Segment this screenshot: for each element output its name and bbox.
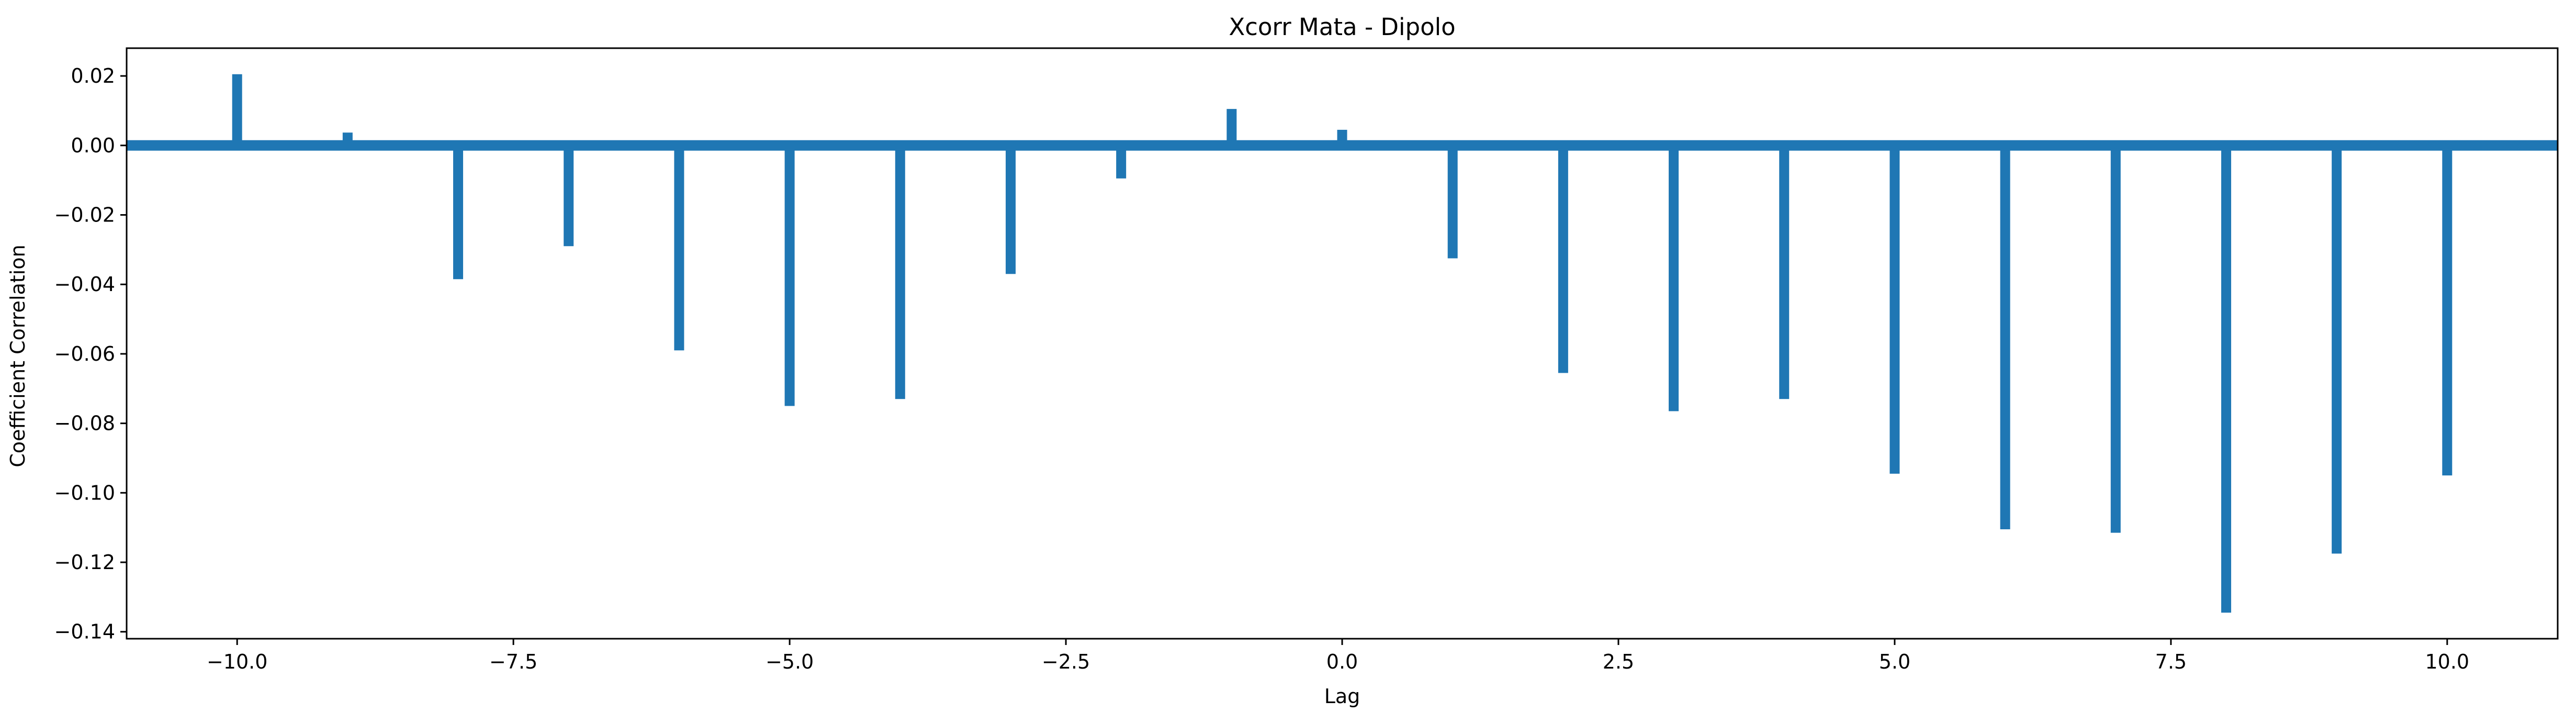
bar-lag--5 xyxy=(784,145,795,406)
bar-lag--8 xyxy=(453,145,464,280)
y-tick-label: −0.10 xyxy=(54,481,115,504)
bar-lag--6 xyxy=(674,145,684,351)
x-tick-label: −10.0 xyxy=(207,650,267,673)
bar-lag--1 xyxy=(1227,109,1237,146)
bar-lag-2 xyxy=(1558,145,1568,373)
bar-lag--2 xyxy=(1116,145,1127,179)
y-axis-label: Coefficient Correlation xyxy=(6,244,29,467)
y-tick-label: 0.02 xyxy=(71,64,115,87)
y-axis: 0.02 0.00 −0.02 −0.04 −0.06 −0.08 −0.10 −0.12 −0… xyxy=(54,64,127,643)
x-tick-label: 7.5 xyxy=(2155,650,2187,673)
bar-lag-8 xyxy=(2221,145,2231,613)
y-tick-label: −0.12 xyxy=(54,551,115,574)
bar-lag-4 xyxy=(1779,145,1790,399)
x-tick-label: 5.0 xyxy=(1879,650,1910,673)
bar-lag--10 xyxy=(232,74,242,146)
x-tick-label: 10.0 xyxy=(2425,650,2470,673)
bar-lag--4 xyxy=(895,145,905,399)
chart-marks xyxy=(127,74,2558,613)
bar-lag-9 xyxy=(2332,145,2342,554)
y-tick-label: −0.08 xyxy=(54,412,115,435)
y-tick-label: −0.14 xyxy=(54,620,115,643)
x-tick-label: 2.5 xyxy=(1603,650,1634,673)
x-axis: −10.0 −7.5 −5.0 −2.5 0.0 2.5 5.0 7.5 10.0 xyxy=(207,639,2469,673)
y-tick-label: −0.04 xyxy=(54,273,115,296)
y-tick-label: 0.00 xyxy=(71,134,115,157)
y-tick-label: −0.06 xyxy=(54,342,115,365)
bar-lag-6 xyxy=(2000,145,2010,529)
bar-lag--7 xyxy=(564,145,574,247)
bar-lag-1 xyxy=(1447,145,1458,259)
bar-lag-7 xyxy=(2110,145,2121,533)
plot-frame xyxy=(126,47,2559,640)
bar-lag-3 xyxy=(1669,145,1679,411)
bar-lag-5 xyxy=(1889,145,1900,474)
x-tick-label: −5.0 xyxy=(766,650,814,673)
bar-lag--3 xyxy=(1005,145,1016,274)
x-axis-label: Lag xyxy=(1324,685,1360,708)
chart-title: Xcorr Mata - Dipolo xyxy=(1229,13,1455,41)
y-tick-label: −0.02 xyxy=(54,203,115,226)
bar-lag-10 xyxy=(2442,145,2453,476)
x-tick-label: 0.0 xyxy=(1326,650,1358,673)
x-tick-label: −7.5 xyxy=(489,650,537,673)
x-tick-label: −2.5 xyxy=(1042,650,1090,673)
